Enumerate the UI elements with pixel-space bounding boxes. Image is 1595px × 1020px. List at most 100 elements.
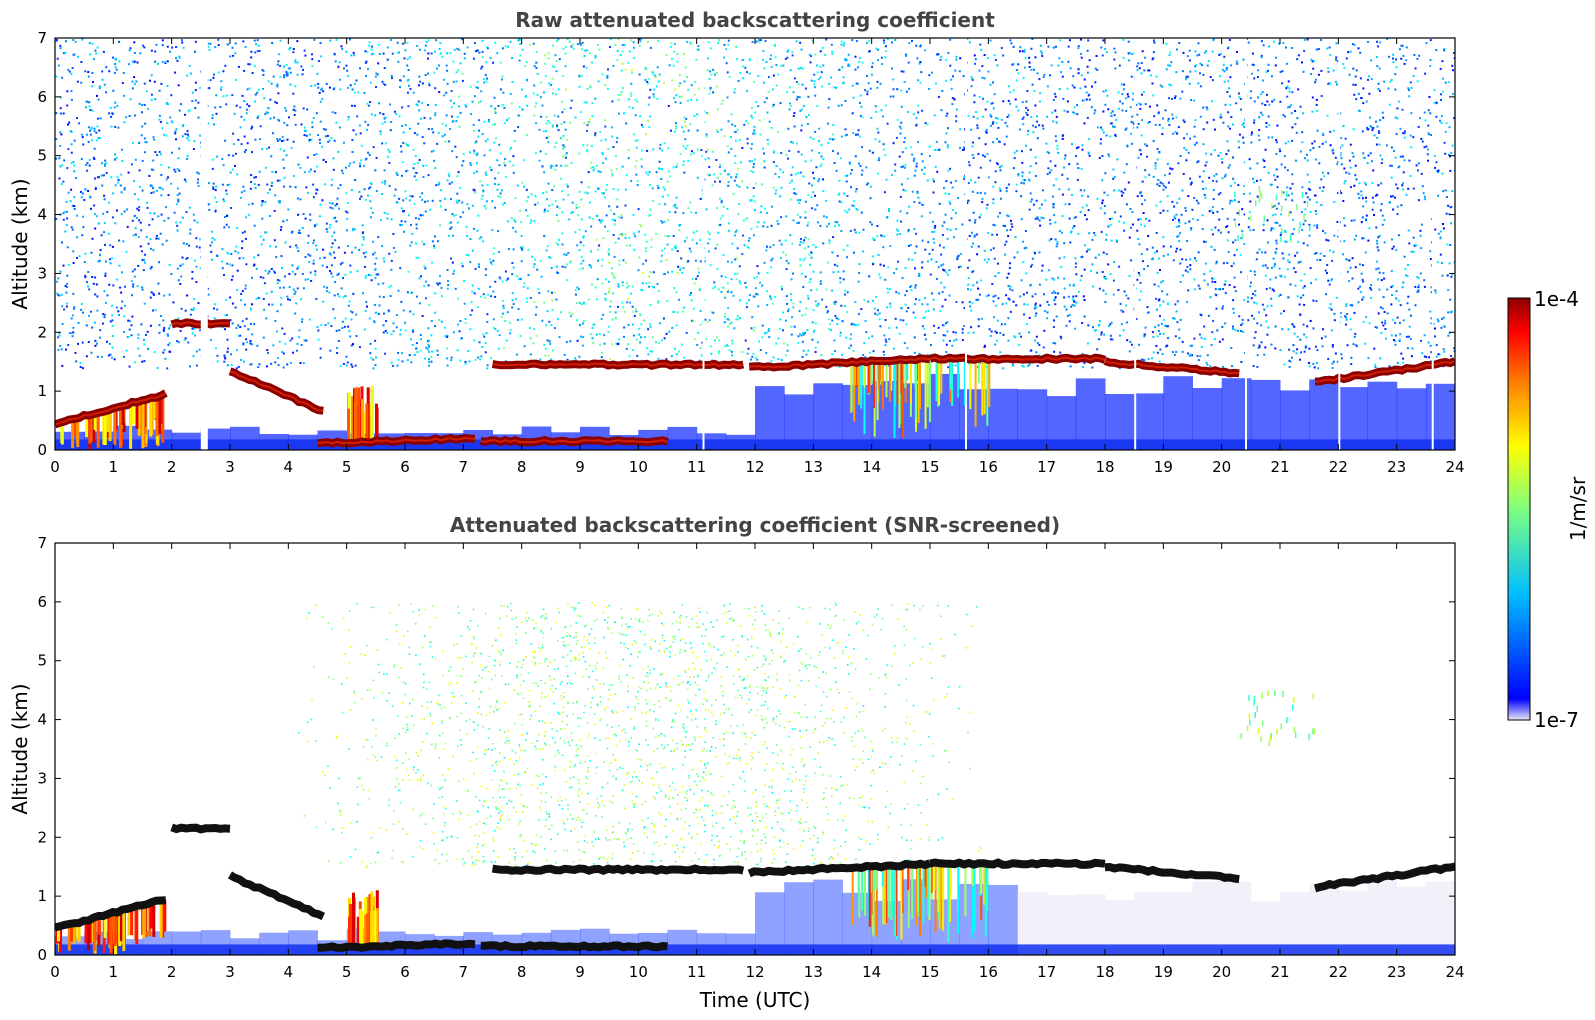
- heatmap-cell: [930, 258, 933, 261]
- heatmap-cell: [670, 42, 673, 45]
- heatmap-cell: [692, 320, 695, 322]
- heatmap-cell: [1350, 219, 1353, 222]
- heatmap-cell: [936, 278, 938, 280]
- heatmap-cell: [1299, 358, 1302, 361]
- heatmap-cell: [1118, 334, 1121, 337]
- heatmap-cell: [472, 57, 475, 60]
- heatmap-cell: [917, 141, 919, 144]
- heatmap-cell: [1123, 171, 1126, 174]
- heatmap-cell: [1368, 227, 1371, 230]
- heatmap-cell: [810, 256, 813, 259]
- heatmap-cell: [914, 267, 916, 270]
- heatmap-cell: [1022, 261, 1025, 264]
- heatmap-cell: [1105, 51, 1108, 54]
- heatmap-cell: [1380, 162, 1383, 165]
- heatmap-cell: [276, 282, 279, 285]
- heatmap-cell: [814, 130, 817, 133]
- heatmap-cell: [785, 153, 788, 156]
- heatmap-cell: [1156, 148, 1159, 150]
- heatmap-cell: [672, 64, 675, 67]
- heatmap-cell: [1302, 223, 1305, 226]
- heatmap-cell: [640, 323, 643, 326]
- heatmap-cell: [1273, 174, 1276, 177]
- heatmap-cell: [293, 105, 296, 108]
- heatmap-cell: [424, 210, 427, 213]
- heatmap-cell: [1201, 64, 1204, 66]
- heatmap-cell: [127, 319, 130, 322]
- heatmap-cell: [519, 246, 522, 249]
- heatmap-cell: [455, 71, 458, 74]
- heatmap-cell: [607, 251, 610, 254]
- heatmap-cell: [1266, 219, 1269, 222]
- heatmap-cell: [423, 285, 426, 288]
- heatmap-cell: [87, 140, 90, 143]
- heatmap-cell: [651, 285, 654, 288]
- heatmap-cell: [1412, 75, 1415, 78]
- heatmap-cell: [1275, 168, 1278, 171]
- heatmap-cell: [514, 230, 517, 233]
- heatmap-cell: [1345, 318, 1348, 321]
- heatmap-cell: [386, 58, 389, 61]
- heatmap-cell: [731, 342, 734, 345]
- heatmap-cell: [135, 80, 138, 83]
- heatmap-cell: [911, 258, 914, 261]
- heatmap-cell: [1012, 62, 1015, 65]
- heatmap-cell: [1085, 250, 1088, 253]
- heatmap-cell: [271, 181, 274, 184]
- heatmap-cell: [933, 230, 936, 233]
- heatmap-cell: [647, 103, 650, 106]
- heatmap-cell: [913, 174, 916, 177]
- heatmap-cell: [579, 241, 582, 244]
- heatmap-cell: [370, 279, 373, 282]
- heatmap-cell: [944, 141, 947, 144]
- heatmap-cell: [800, 272, 803, 275]
- heatmap-cell: [193, 327, 196, 330]
- heatmap-cell: [1253, 301, 1256, 304]
- heatmap-cell: [94, 344, 97, 347]
- heatmap-cell: [889, 95, 892, 98]
- heatmap-cell: [59, 145, 62, 148]
- heatmap-cell: [324, 128, 327, 131]
- heatmap-cell: [158, 89, 161, 92]
- heatmap-cell: [597, 80, 600, 83]
- heatmap-cell: [1083, 299, 1086, 301]
- heatmap-cell: [481, 184, 484, 187]
- heatmap-cell: [1390, 146, 1393, 149]
- heatmap-cell: [933, 114, 936, 117]
- heatmap-cell: [473, 189, 476, 192]
- heatmap-cell: [841, 353, 843, 356]
- heatmap-cell: [738, 139, 741, 142]
- heatmap-cell: [169, 324, 172, 327]
- heatmap-cell: [987, 176, 990, 179]
- heatmap-cell: [796, 213, 799, 216]
- heatmap-cell: [942, 246, 945, 249]
- heatmap-cell: [1306, 159, 1309, 162]
- heatmap-cell: [1305, 153, 1308, 156]
- heatmap-cell: [518, 38, 521, 41]
- heatmap-cell: [1238, 96, 1241, 99]
- heatmap-cell: [187, 341, 190, 344]
- heatmap-cell: [1155, 232, 1158, 234]
- heatmap-cell: [722, 205, 725, 208]
- heatmap-cell: [765, 351, 768, 354]
- heatmap-cell: [1005, 302, 1008, 305]
- heatmap-cell: [736, 128, 739, 131]
- heatmap-cell: [786, 344, 789, 347]
- heatmap-cell: [324, 183, 326, 186]
- heatmap-cell: [1370, 288, 1373, 291]
- heatmap-cell: [791, 54, 794, 57]
- heatmap-cell: [544, 75, 547, 78]
- heatmap-cell: [1445, 212, 1448, 215]
- heatmap-cell: [1048, 269, 1051, 272]
- heatmap-cell: [267, 192, 270, 194]
- heatmap-cell: [315, 297, 318, 300]
- heatmap-cell: [1016, 251, 1019, 254]
- heatmap-cell: [419, 214, 422, 217]
- heatmap-cell: [1449, 206, 1452, 209]
- heatmap-cell: [1223, 55, 1226, 58]
- heatmap-cell: [480, 198, 483, 201]
- heatmap-cell: [859, 114, 862, 117]
- heatmap-cell: [1273, 40, 1276, 43]
- heatmap-cell: [758, 119, 761, 122]
- heatmap-cell: [792, 91, 795, 94]
